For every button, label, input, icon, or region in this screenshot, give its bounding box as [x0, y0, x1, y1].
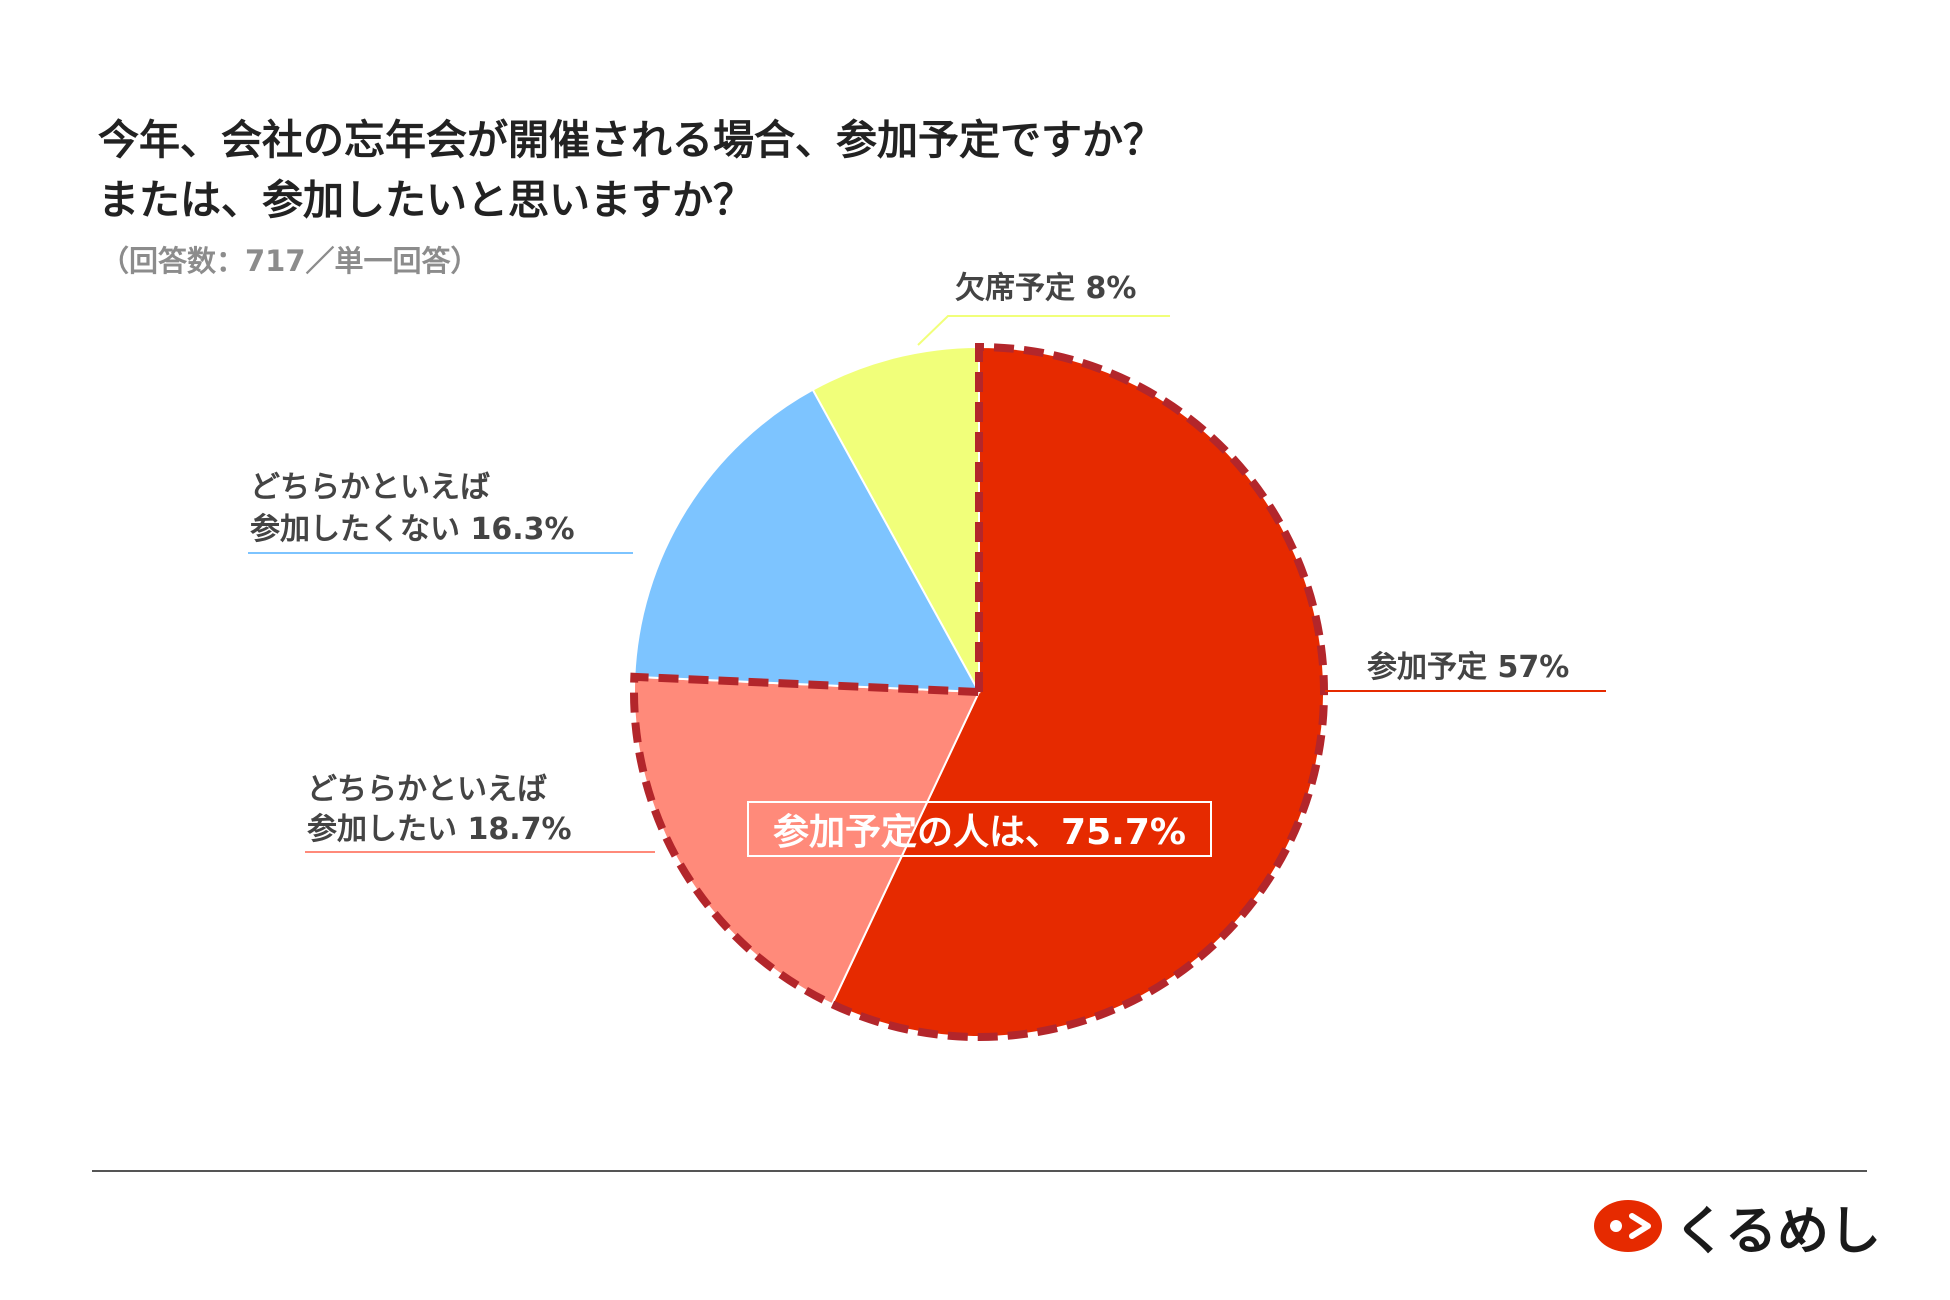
- slice-label-rather-not-line1: どちらかといえば: [250, 470, 490, 505]
- footer-divider: [92, 1170, 1867, 1172]
- slice-label-rather-not-line2: 参加したくない 16.3%: [250, 512, 575, 547]
- leader-line-absent: [917, 315, 1170, 346]
- kurumeshi-logo-icon: [1594, 1200, 1662, 1252]
- slice-label-attend: 参加予定 57%: [1367, 650, 1570, 685]
- slice-label-rather-attend-line1: どちらかといえば: [307, 772, 547, 807]
- highlight-callout: 参加予定の人は、75.7%: [747, 801, 1212, 857]
- logo-text: くるめし: [1674, 1201, 1881, 1262]
- slice-label-rather-attend-line2: 参加したい 18.7%: [307, 812, 572, 847]
- pie-slice-2: [633, 388, 981, 694]
- chart-title-line-1: 今年、会社の忘年会が開催される場合、参加予定ですか？: [98, 116, 1164, 164]
- slice-label-absent: 欠席予定 8%: [955, 271, 1137, 306]
- brand-logo: くるめし: [1592, 1196, 1881, 1262]
- chart-title-line-2: または、参加したいと思いますか？: [98, 176, 754, 224]
- leader-lines: [248, 315, 1606, 853]
- chart-subtitle: （回答数：717／単一回答）: [100, 244, 480, 278]
- pie-slice-3: [811, 345, 980, 693]
